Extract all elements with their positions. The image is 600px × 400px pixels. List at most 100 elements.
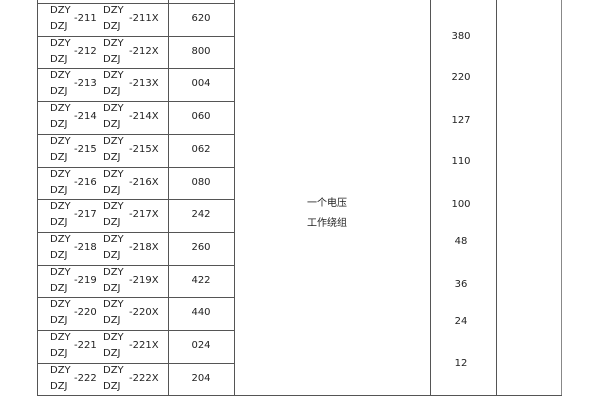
model-x-number: -218X [129,241,159,253]
voltage-value: 380 [451,31,471,42]
voltage-value: 127 [451,115,471,126]
model-prefix-top: DZY [50,135,71,147]
voltage-value: 36 [454,279,468,290]
model-x-prefix-top: DZY [103,135,124,147]
row-border [37,363,234,364]
code-cell: 440 [191,307,211,319]
model-x-number: -213X [129,78,159,90]
model-x-number: -214X [129,111,159,123]
row-border [37,330,234,331]
row-border [37,167,234,168]
code-cell: 060 [191,111,211,123]
model-number: -216 [74,176,97,188]
model-number: -214 [74,111,97,123]
model-prefix-top: DZY [50,201,71,213]
model-x-number: -211X [129,13,159,24]
model-prefix-bottom: DZJ [50,348,68,359]
column-border [430,0,431,395]
model-prefix-bottom: DZJ [50,315,68,327]
row-border [37,68,234,69]
model-number: -220 [74,307,97,319]
model-x-number: -220X [129,307,159,319]
column-border [561,0,562,395]
code-cell: 204 [191,372,211,384]
voltage-value: 220 [451,72,471,83]
model-x-prefix-bottom: DZJ [103,119,121,131]
model-prefix-top: DZY [50,5,71,16]
model-prefix-bottom: DZJ [50,380,68,392]
model-prefix-top: DZY [50,103,71,115]
model-prefix-bottom: DZJ [50,119,68,131]
model-x-prefix-bottom: DZJ [103,249,121,261]
model-x-number: -222X [129,372,159,384]
model-x-prefix-bottom: DZJ [103,348,121,359]
model-number: -222 [74,372,97,384]
model-prefix-bottom: DZJ [50,282,68,294]
code-cell: 800 [191,45,211,57]
winding-line-2: 工作绕组 [307,218,347,229]
model-x-number: -217X [129,209,159,221]
model-prefix-top: DZY [50,332,71,343]
model-x-prefix-bottom: DZJ [103,217,121,229]
model-number: -219 [74,274,97,286]
row-border [37,297,234,298]
model-number: -211 [74,13,97,24]
model-x-prefix-top: DZY [103,168,124,180]
model-x-prefix-top: DZY [103,103,124,115]
model-prefix-bottom: DZJ [50,53,68,65]
model-number: -217 [74,209,97,221]
code-cell: 422 [191,274,211,286]
table-bottom-border [37,395,562,396]
model-prefix-top: DZY [50,364,71,376]
model-prefix-top: DZY [50,168,71,180]
model-x-number: -212X [129,45,159,57]
model-x-prefix-bottom: DZJ [103,315,121,327]
voltage-value: 48 [454,236,468,247]
model-prefix-top: DZY [50,266,71,278]
code-cell: 080 [191,176,211,188]
model-x-prefix-top: DZY [103,201,124,213]
model-x-prefix-bottom: DZJ [103,282,121,294]
row-border [37,101,234,102]
model-prefix-bottom: DZJ [50,184,68,196]
voltage-value: 110 [451,156,471,167]
row-border [37,232,234,233]
model-prefix-top: DZY [50,299,71,311]
model-x-prefix-bottom: DZJ [103,53,121,65]
code-cell: 242 [191,209,211,221]
row-border [37,3,234,4]
row-border [37,134,234,135]
model-x-prefix-top: DZY [103,233,124,245]
row-border [37,199,234,200]
model-x-prefix-top: DZY [103,266,124,278]
code-cell: 024 [191,340,211,351]
model-number: -215 [74,143,97,155]
voltage-value: 24 [454,316,468,327]
model-prefix-bottom: DZJ [50,21,68,32]
column-border [37,0,38,395]
model-x-number: -221X [129,340,159,351]
column-border [234,0,235,395]
model-x-prefix-top: DZY [103,364,124,376]
code-cell: 004 [191,78,211,90]
model-x-prefix-bottom: DZJ [103,380,121,392]
model-x-prefix-top: DZY [103,70,124,82]
code-cell: 260 [191,241,211,253]
code-cell: 062 [191,143,211,155]
model-x-number: -215X [129,143,159,155]
column-border [496,0,497,395]
model-number: -213 [74,78,97,90]
model-x-number: -219X [129,274,159,286]
model-x-prefix-top: DZY [103,299,124,311]
model-prefix-bottom: DZJ [50,249,68,261]
row-border [37,265,234,266]
model-x-prefix-top: DZY [103,332,124,343]
model-number: -218 [74,241,97,253]
voltage-value: 12 [454,358,468,369]
model-prefix-bottom: DZJ [50,86,68,98]
model-x-prefix-bottom: DZJ [103,86,121,98]
model-x-prefix-bottom: DZJ [103,21,121,32]
winding-line-1: 一个电压 [307,198,347,209]
model-x-prefix-top: DZY [103,37,124,49]
model-x-prefix-bottom: DZJ [103,184,121,196]
